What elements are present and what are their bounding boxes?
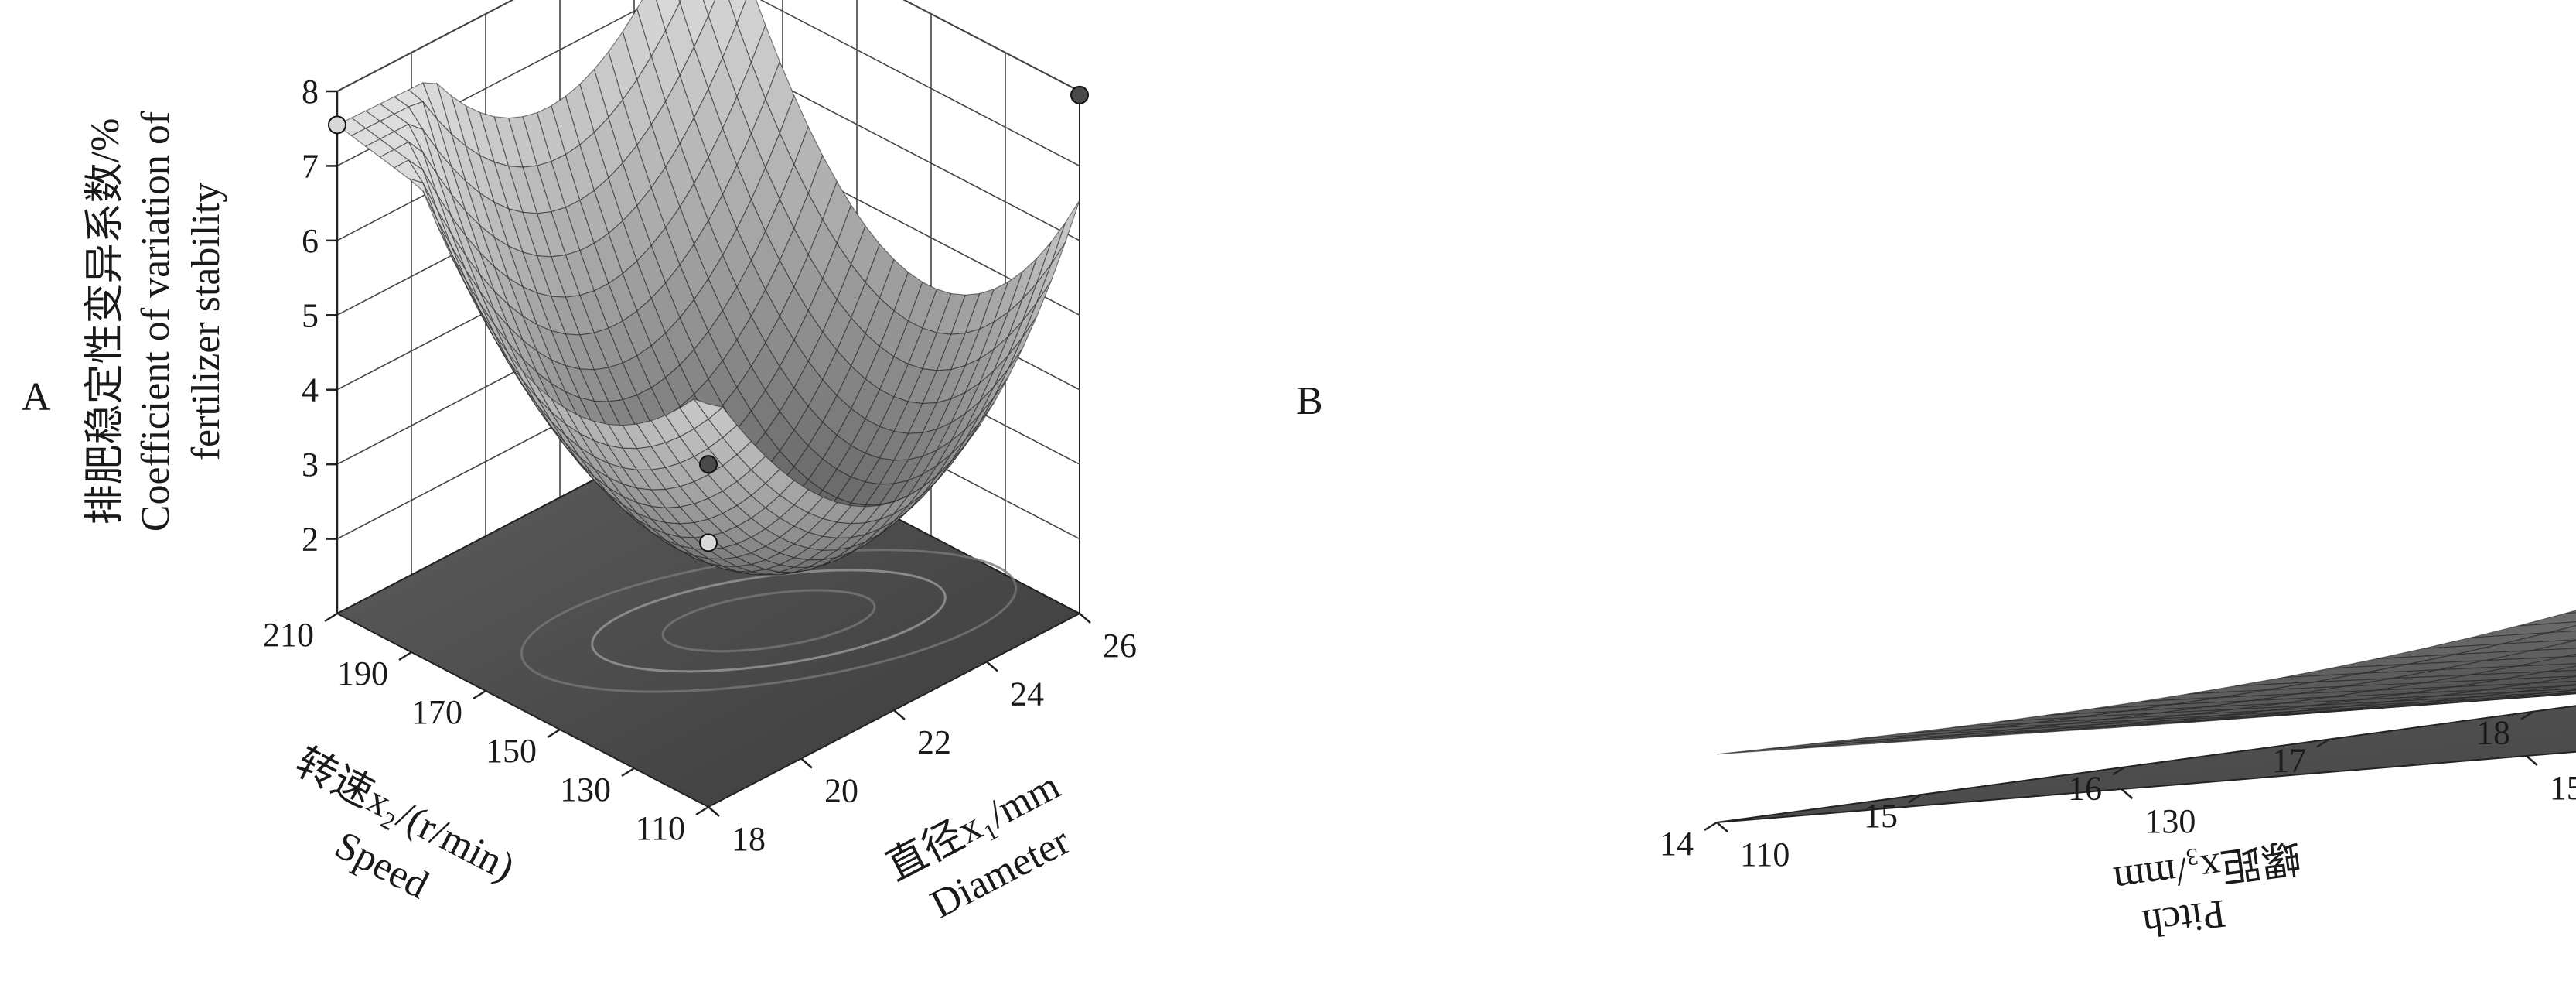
design-point xyxy=(700,456,717,473)
surface-cell xyxy=(1717,744,1842,754)
design-point xyxy=(700,534,717,551)
y-tick-label: 17 xyxy=(2272,742,2306,780)
x-tick-mark xyxy=(2121,789,2132,798)
panel-a: 2 3 4 5 6 7 8 18 20 22 24 26 110 130 150 170 190 210 排肥稳定性… xyxy=(22,0,1137,927)
y-axis-title-cn: 螺距x₃/mm xyxy=(2111,833,2304,902)
y-tick-label: 210 xyxy=(263,616,314,654)
y-tick-label: 130 xyxy=(560,771,611,808)
panel-b: 234567811013015017019021014151617181920排… xyxy=(1296,20,2576,945)
x-tick-mark xyxy=(2527,756,2537,765)
z-tick-label: 8 xyxy=(302,73,319,111)
y-tick-mark xyxy=(548,730,560,737)
y-tick-mark xyxy=(1704,822,1717,830)
x-tick-label: 20 xyxy=(824,772,858,810)
x-tick-label: 22 xyxy=(917,723,951,761)
x-tick-label: 110 xyxy=(1740,836,1790,873)
x-tick-mark xyxy=(894,710,905,720)
x-tick-mark xyxy=(708,807,719,816)
y-tick-mark xyxy=(473,691,486,699)
response-surface xyxy=(1717,60,2576,754)
z-tick-label: 3 xyxy=(302,446,319,484)
y-tick-mark xyxy=(622,768,634,776)
y-tick-label: 18 xyxy=(2476,714,2510,752)
z-tick-label: 2 xyxy=(302,521,319,559)
y-tick-mark xyxy=(696,807,708,815)
x-tick-label: 130 xyxy=(2144,802,2196,840)
y-tick-mark xyxy=(399,652,411,660)
z-axis-title-cn: 排肥稳定性变异系数/% xyxy=(84,118,128,525)
z-tick-label: 7 xyxy=(302,147,319,185)
y-tick-label: 14 xyxy=(1660,825,1694,863)
z-axis-title-en-2: fertilizer stability xyxy=(184,183,228,461)
y-axis-title-en: Pitch xyxy=(2140,890,2228,945)
x-tick-mark xyxy=(987,662,998,672)
y-tick-label: 15 xyxy=(1864,797,1898,835)
z-tick-label: 5 xyxy=(302,296,319,334)
x-tick-label: 150 xyxy=(2550,769,2576,807)
design-point xyxy=(1071,87,1088,104)
surface-cell xyxy=(2565,593,2576,614)
y-tick-label: 16 xyxy=(2068,769,2102,807)
x-tick-mark xyxy=(1717,822,1728,832)
y-tick-mark xyxy=(325,614,337,621)
panel-label: B xyxy=(1296,379,1323,423)
x-tick-label: 24 xyxy=(1010,675,1044,713)
z-tick-label: 4 xyxy=(302,371,319,409)
x-tick-mark xyxy=(1080,614,1090,623)
z-axis-title-en-1: Coefficient of variation of xyxy=(134,111,178,532)
z-tick-label: 6 xyxy=(302,222,319,260)
y-tick-label: 170 xyxy=(411,693,462,731)
x-tick-label: 26 xyxy=(1103,627,1137,665)
x-tick-label: 18 xyxy=(732,820,766,858)
panel-label: A xyxy=(22,375,51,419)
y-tick-label: 150 xyxy=(486,732,537,770)
design-point xyxy=(329,116,346,133)
x-tick-mark xyxy=(801,759,812,768)
y-tick-label: 190 xyxy=(337,655,388,692)
y-tick-label: 110 xyxy=(636,809,685,847)
